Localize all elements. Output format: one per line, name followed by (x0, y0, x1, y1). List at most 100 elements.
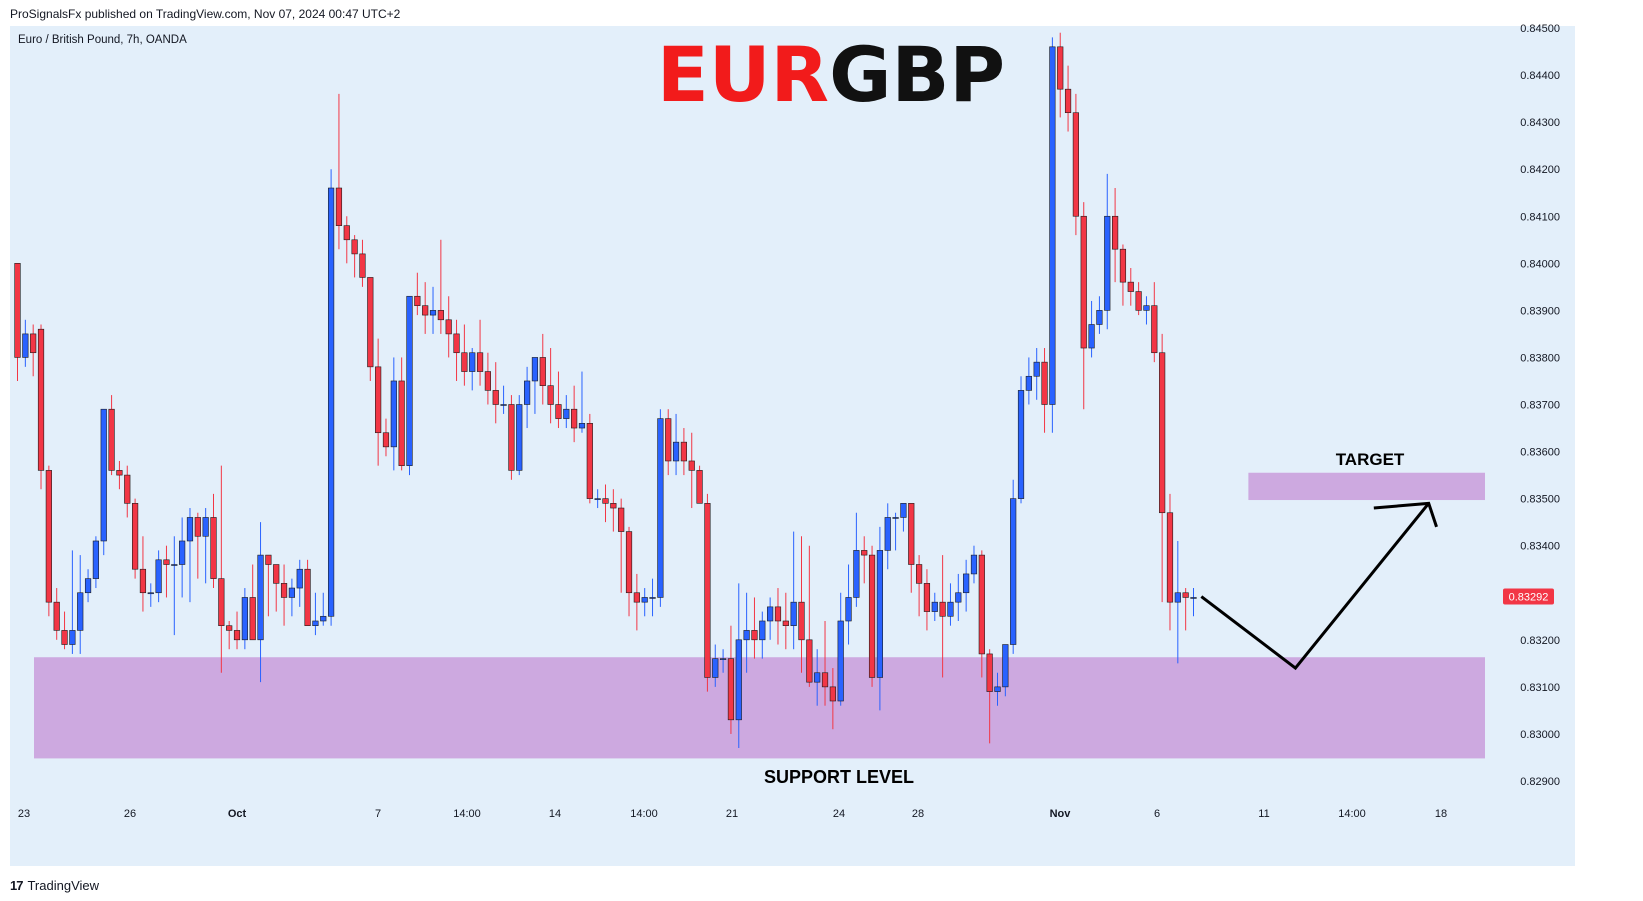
candle-body (476, 352, 484, 372)
candle (845, 564, 852, 645)
time-tick-label: Oct (228, 808, 247, 820)
candle (704, 493, 711, 692)
candle (84, 569, 92, 603)
candle-body (163, 559, 170, 565)
candle (53, 588, 60, 640)
time-axis[interactable]: 23 26 Oct 7 14:00 14 14:00 21 24 28 Nov 6 11 14:00 18 (18, 808, 1447, 820)
candle-body (970, 554, 978, 575)
candle (226, 620, 233, 650)
candle (516, 395, 523, 476)
candle-body (923, 583, 931, 612)
candle-body (672, 441, 680, 462)
candle (876, 526, 883, 711)
candle (288, 578, 296, 617)
time-tick-label: 14:00 (1338, 808, 1366, 820)
candle (821, 620, 829, 706)
chart-title: EURGBP (657, 30, 1005, 119)
candle-body (798, 601, 805, 641)
candle-body (657, 418, 664, 598)
candle-body (453, 333, 460, 354)
candle-body (241, 597, 248, 641)
candle-body (155, 559, 162, 594)
candle (390, 357, 397, 471)
tradingview-footer[interactable]: 17 TradingView (10, 878, 99, 893)
candle-body (351, 239, 358, 255)
candle (147, 583, 154, 607)
candle (1119, 244, 1127, 306)
candle (790, 531, 797, 650)
candle-body (1096, 310, 1103, 325)
candle-body (1166, 512, 1174, 603)
candle-body (1072, 112, 1079, 217)
candle (382, 418, 390, 457)
candle-body (523, 380, 531, 405)
candle-body (500, 404, 507, 406)
candle-body (1182, 592, 1189, 598)
candle (688, 432, 695, 509)
candle (649, 578, 656, 617)
candle (1166, 493, 1174, 631)
candle-body (171, 564, 178, 566)
candle-body (108, 408, 115, 471)
candle-body (516, 404, 523, 471)
candle-body (30, 333, 37, 354)
candle-body (814, 672, 821, 683)
candle (978, 550, 985, 678)
candle (963, 559, 970, 612)
candle (132, 498, 139, 579)
candle-body (429, 310, 437, 316)
candle (892, 512, 899, 551)
candle (453, 319, 460, 381)
price-axis[interactable]: 0.84500 0.84400 0.84300 0.84200 0.84100 0.840… (1520, 23, 1560, 788)
time-tick-label: 18 (1435, 808, 1447, 820)
time-tick-label: 24 (833, 808, 845, 820)
candle (69, 550, 76, 654)
candle (696, 465, 703, 504)
candle (45, 465, 52, 617)
time-tick-label: 28 (912, 808, 924, 820)
candle-body (688, 460, 695, 471)
candle (179, 517, 186, 598)
time-tick-label: 23 (18, 808, 30, 820)
candle-body (226, 625, 233, 631)
candle (414, 272, 421, 316)
last-price-label: 0.83292 (1503, 588, 1554, 605)
candle (233, 611, 241, 650)
candle (955, 573, 962, 621)
candle (1033, 348, 1040, 400)
candle-body (218, 578, 225, 626)
time-tick-label: Nov (1050, 808, 1072, 820)
candle (257, 522, 264, 683)
candle (970, 545, 978, 584)
candle (343, 216, 350, 264)
candle (861, 536, 868, 584)
candle-body (625, 531, 633, 594)
candle-body (892, 517, 899, 519)
candle (618, 498, 625, 593)
time-tick-label: 14:00 (630, 808, 658, 820)
symbol-legend[interactable]: Euro / British Pound, 7h, OANDA (18, 34, 187, 46)
candle-body (531, 357, 539, 382)
candle (1174, 540, 1181, 664)
candle-body (359, 253, 366, 278)
time-tick-label: 6 (1154, 808, 1160, 820)
candle (939, 555, 946, 678)
candle-body (1049, 46, 1056, 405)
candle-body (61, 630, 68, 645)
candle-body (382, 432, 390, 448)
candle (743, 592, 750, 673)
title-part-eur: EUR (657, 30, 829, 119)
candle-body (578, 423, 586, 429)
candle-body (398, 380, 405, 466)
candle-body (751, 630, 758, 641)
candle (625, 526, 633, 617)
price-tick-label: 0.83600 (1520, 447, 1560, 459)
candle-body (304, 568, 311, 626)
candle-body (1041, 361, 1048, 405)
candle-body (1088, 324, 1095, 349)
candle-body (469, 352, 476, 372)
candle-body (900, 503, 907, 518)
candle (994, 672, 1001, 706)
candle-body (1080, 215, 1087, 349)
